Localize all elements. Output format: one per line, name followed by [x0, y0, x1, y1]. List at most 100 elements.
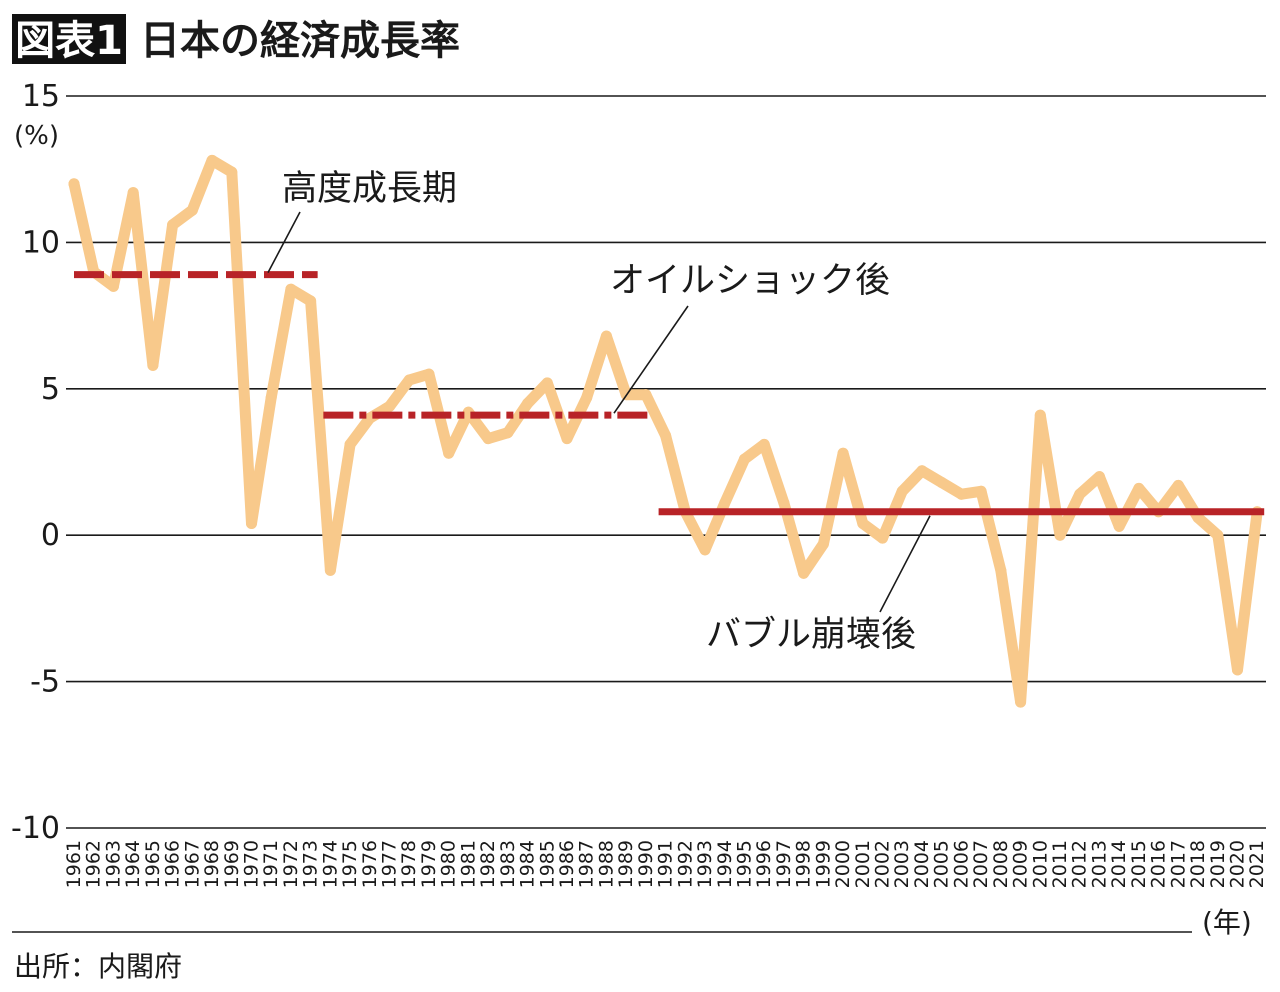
- data-point: [245, 517, 257, 529]
- x-tick-label: 1976: [359, 840, 381, 888]
- x-tick-label: 2020: [1226, 840, 1248, 888]
- data-point: [1093, 471, 1105, 483]
- x-tick-label: 2013: [1088, 840, 1110, 888]
- y-axis-unit: (%): [14, 121, 59, 151]
- data-point: [285, 283, 297, 295]
- x-tick-label: 1962: [83, 840, 105, 888]
- data-point: [857, 517, 869, 529]
- data-point: [443, 447, 455, 459]
- annotation-leader: [267, 211, 301, 273]
- x-tick-label: 2019: [1207, 840, 1229, 888]
- x-tick-label: 2014: [1108, 840, 1130, 888]
- x-axis-unit: (年): [1202, 906, 1252, 939]
- data-point: [1034, 409, 1046, 421]
- x-tick-label: 1974: [319, 840, 341, 888]
- x-tick-label: 2011: [1049, 840, 1071, 888]
- data-point: [482, 433, 494, 445]
- data-point: [186, 204, 198, 216]
- x-tick-label: 2007: [970, 840, 992, 888]
- data-point: [324, 564, 336, 576]
- data-point: [265, 392, 277, 404]
- data-point: [995, 564, 1007, 576]
- y-tick-label: 0: [41, 518, 60, 553]
- x-tick-label: 2017: [1167, 840, 1189, 888]
- x-tick-label: 2016: [1148, 840, 1170, 888]
- data-point: [1074, 488, 1086, 500]
- data-point: [423, 368, 435, 380]
- data-point: [107, 280, 119, 292]
- x-tick-label: 1964: [122, 840, 144, 888]
- data-point: [837, 447, 849, 459]
- x-tick-label: 1982: [477, 840, 499, 888]
- x-tick-label: 1986: [556, 840, 578, 888]
- x-tick-label: 1989: [615, 840, 637, 888]
- x-tick-label: 1973: [300, 840, 322, 888]
- data-point: [719, 497, 731, 509]
- x-tick-label: 2004: [911, 840, 933, 888]
- x-tick-label: 1998: [793, 840, 815, 888]
- data-point: [817, 538, 829, 550]
- x-tick-label: 1980: [438, 840, 460, 888]
- data-point: [699, 544, 711, 556]
- x-tick-label: 1969: [221, 840, 243, 888]
- data-point: [758, 438, 770, 450]
- y-axis-ticks: 15 10 5 0 -5 -10: [11, 79, 60, 846]
- data-point: [600, 330, 612, 342]
- data-point: [955, 488, 967, 500]
- data-point: [403, 374, 415, 386]
- x-axis-ticks: 1961196219631964196519661967196819691970…: [63, 840, 1268, 888]
- x-tick-label: 1997: [773, 840, 795, 888]
- x-tick-label: 1977: [379, 840, 401, 888]
- x-tick-label: 1963: [102, 840, 124, 888]
- x-tick-label: 1978: [398, 840, 420, 888]
- data-point: [1113, 520, 1125, 532]
- x-tick-label: 1983: [497, 840, 519, 888]
- x-tick-label: 1992: [674, 840, 696, 888]
- x-tick-label: 1993: [694, 840, 716, 888]
- x-tick-label: 1991: [655, 840, 677, 888]
- x-tick-label: 2006: [950, 840, 972, 888]
- data-point: [206, 154, 218, 166]
- data-point: [147, 359, 159, 371]
- grid-lines: [66, 95, 1266, 829]
- y-tick-label: -10: [11, 811, 60, 846]
- annotation-leader: [613, 305, 689, 414]
- data-point: [344, 438, 356, 450]
- data-point: [798, 567, 810, 579]
- series-layer: [68, 154, 1263, 708]
- data-point: [68, 178, 80, 190]
- data-point: [561, 433, 573, 445]
- x-tick-label: 2008: [990, 840, 1012, 888]
- data-point: [877, 532, 889, 544]
- x-tick-label: 1994: [714, 840, 736, 888]
- title-badge: [12, 14, 126, 64]
- x-tick-label: 1996: [753, 840, 775, 888]
- annotation-label: バブル崩壊後: [706, 615, 916, 655]
- data-point: [975, 485, 987, 497]
- data-point: [522, 397, 534, 409]
- x-tick-label: 1981: [457, 840, 479, 888]
- x-tick-label: 2000: [832, 840, 854, 888]
- data-point: [541, 377, 553, 389]
- x-tick-label: 1999: [812, 840, 834, 888]
- x-tick-label: 2010: [1029, 840, 1051, 888]
- average-lines: [74, 271, 1265, 516]
- data-point: [384, 400, 396, 412]
- x-tick-label: 1988: [595, 840, 617, 888]
- x-tick-label: 2002: [872, 840, 894, 888]
- x-tick-label: 1965: [142, 840, 164, 888]
- x-tick-label: 1975: [339, 840, 361, 888]
- data-point: [1212, 529, 1224, 541]
- data-point: [1172, 479, 1184, 491]
- x-tick-label: 2001: [852, 840, 874, 888]
- data-point: [660, 430, 672, 442]
- x-tick-label: 1979: [418, 840, 440, 888]
- data-point: [502, 427, 514, 439]
- x-tick-label: 2003: [891, 840, 913, 888]
- y-tick-label: -5: [30, 665, 60, 700]
- annotation-label: オイルショック後: [610, 261, 890, 301]
- data-point: [1054, 529, 1066, 541]
- data-point: [226, 166, 238, 178]
- y-tick-label: 10: [22, 225, 60, 260]
